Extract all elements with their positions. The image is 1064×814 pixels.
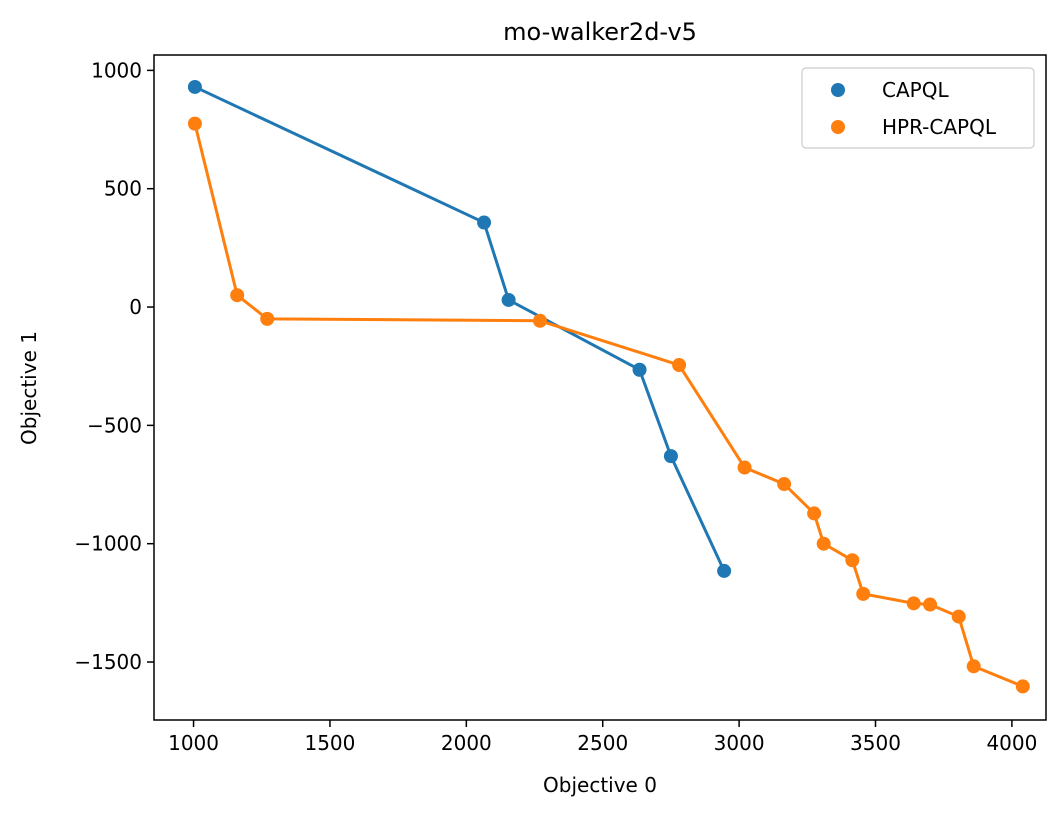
chart-title: mo-walker2d-v5 (503, 18, 697, 46)
legend-label-hpr-capql: HPR-CAPQL (882, 115, 997, 139)
x-tick-label: 2500 (577, 731, 628, 755)
data-point-hpr-capql (737, 460, 752, 475)
data-point-hpr-capql (672, 358, 687, 373)
x-tick-label: 4000 (986, 731, 1037, 755)
y-axis-label: Objective 1 (17, 331, 41, 445)
series-layer (187, 79, 1030, 694)
x-tick-label: 1000 (168, 731, 219, 755)
y-tick-label: −1000 (74, 532, 142, 556)
y-tick-label: −1500 (74, 650, 142, 674)
data-point-hpr-capql (966, 659, 981, 674)
data-point-hpr-capql (187, 116, 202, 131)
data-point-hpr-capql (777, 477, 792, 492)
x-tick-label: 3000 (714, 731, 765, 755)
legend-marker-capql (831, 83, 845, 97)
ticks-layer: 1000 1500 2000 2500 3000 3500 4000 1000 500 0 −500… (74, 58, 1037, 755)
data-point-hpr-capql (230, 288, 245, 303)
data-point-capql (477, 215, 492, 230)
data-point-hpr-capql (923, 597, 938, 612)
series-line-capql (194, 85, 726, 572)
data-point-capql (717, 563, 732, 578)
data-point-hpr-capql (951, 609, 966, 624)
y-tick-label: 500 (104, 177, 142, 201)
legend-marker-hpr-capql (831, 120, 845, 134)
data-point-hpr-capql (532, 313, 547, 328)
plot-frame (153, 54, 1047, 721)
series-line-hpr-capql (193, 123, 1024, 688)
legend-label-capql: CAPQL (882, 78, 949, 102)
data-point-capql (663, 449, 678, 464)
y-tick-label: 1000 (91, 58, 142, 82)
y-tick-label: −500 (87, 413, 142, 437)
data-point-hpr-capql (816, 536, 831, 551)
legend: CAPQL HPR-CAPQL (801, 67, 1035, 149)
legend-box (801, 67, 1035, 149)
data-point-hpr-capql (807, 506, 822, 521)
x-axis-label: Objective 0 (543, 773, 657, 797)
x-tick-label: 1500 (304, 731, 355, 755)
y-tick-label: 0 (129, 295, 142, 319)
data-point-hpr-capql (260, 311, 275, 326)
data-point-capql (501, 292, 516, 307)
x-tick-label: 2000 (441, 731, 492, 755)
data-point-capql (187, 79, 202, 94)
data-point-hpr-capql (845, 553, 860, 568)
x-tick-label: 3500 (850, 731, 901, 755)
data-point-hpr-capql (856, 586, 871, 601)
data-point-capql (632, 362, 647, 377)
data-point-hpr-capql (1015, 679, 1030, 694)
data-point-hpr-capql (906, 596, 921, 611)
